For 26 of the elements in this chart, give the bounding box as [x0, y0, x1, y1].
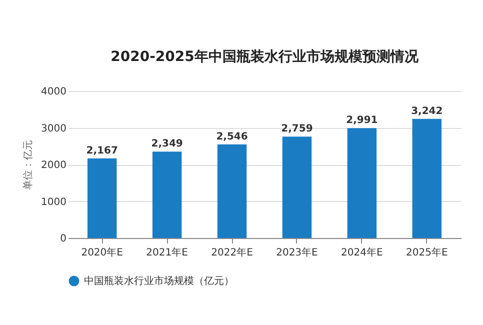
y-tick-label: 2000	[41, 160, 66, 171]
data-label: 2,759	[281, 124, 313, 135]
bar	[412, 118, 442, 238]
y-tick-label: 4000	[41, 86, 66, 98]
bar	[282, 136, 312, 238]
x-tick-label: 2021年E	[146, 246, 188, 258]
bar	[87, 158, 117, 238]
x-tick-label: 2023年E	[276, 246, 318, 258]
y-tick-label: 3000	[41, 123, 66, 134]
chart-title: 2020-2025年中国瓶装水行业市场规模预测情况	[110, 48, 420, 65]
y-tick-label: 0	[60, 234, 66, 244]
x-tick-label: 2024年E	[341, 246, 383, 258]
data-label: 2,349	[151, 138, 183, 150]
data-label: 2,546	[216, 131, 248, 142]
data-label: 3,242	[411, 106, 443, 117]
x-tick-label: 2020年E	[81, 246, 123, 258]
legend-label: 中国瓶装水行业市场规模（亿元）	[84, 275, 234, 287]
data-label: 2,167	[86, 145, 118, 156]
bar	[152, 152, 182, 238]
data-label: 2,991	[346, 115, 378, 126]
y-axis-title: 单位：亿元	[22, 140, 34, 190]
y-tick-label: 1000	[41, 196, 66, 208]
x-tick-label: 2022年E	[211, 246, 253, 258]
bar	[347, 128, 377, 238]
x-tick-label: 2025年E	[406, 246, 448, 258]
bar	[217, 144, 247, 238]
